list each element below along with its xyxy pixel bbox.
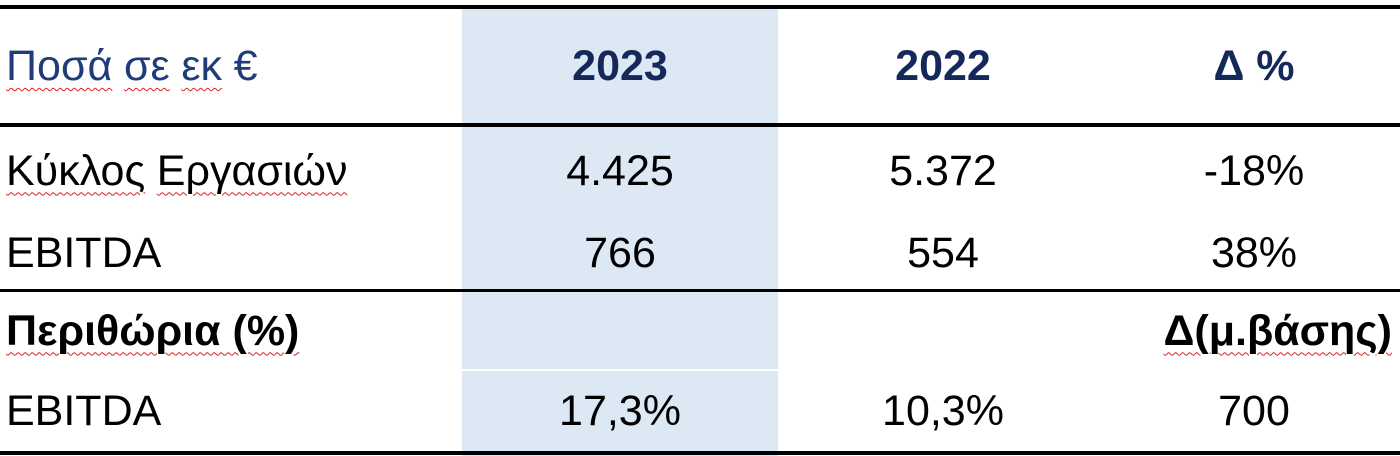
basis-points-header-cell: Δ(μ.βάσης)	[1108, 292, 1400, 370]
row-value-2022: 10,3%	[882, 387, 1004, 435]
header-bottom-rule	[0, 123, 1400, 127]
row-value-delta: 700	[1218, 387, 1290, 435]
row-label-cell: Κύκλος Εργασιών	[0, 125, 462, 217]
header-label-word: €	[233, 42, 258, 90]
row-gap-line	[0, 369, 1400, 371]
section-label-text: Περιθώρια (%)	[6, 306, 300, 355]
header-label-word: Ποσά	[6, 42, 113, 90]
header-label-cell: Ποσά σε εκ €	[0, 8, 462, 125]
header-year-2022: 2022	[895, 42, 991, 90]
row-value-2023: 4.425	[566, 146, 674, 195]
row-value-2023: 17,3%	[559, 387, 681, 435]
header-label-word: σε	[123, 42, 170, 90]
header-label-word: εκ	[181, 42, 222, 90]
row-label-cell: EBITDA	[6, 387, 162, 435]
table-row: Κύκλος Εργασιών 4.425 5.372 -18%	[0, 125, 1400, 217]
row-label-word: Κύκλος	[6, 146, 146, 195]
table-row: EBITDA 766 554 38%	[0, 217, 1400, 290]
row-value-2023: 766	[584, 229, 656, 277]
row-label-cell: EBITDA	[6, 229, 162, 277]
table-row: EBITDA 17,3% 10,3% 700	[0, 370, 1400, 453]
highlight-column-2023	[462, 8, 778, 456]
header-year-2023: 2023	[572, 42, 668, 90]
section-label-cell: Περιθώρια (%)	[0, 292, 462, 370]
row-value-2022	[778, 292, 1108, 370]
table-header-row: Ποσά σε εκ € 2023 2022 Δ %	[0, 8, 1400, 125]
row-value-2022: 5.372	[889, 146, 997, 195]
row-value-delta: 38%	[1210, 229, 1298, 277]
section-separator-rule	[0, 289, 1400, 292]
section-header-row: Περιθώρια (%) Δ(μ.βάσης)	[0, 292, 1400, 370]
header-delta-percent: Δ %	[1213, 42, 1295, 90]
table-top-rule	[0, 5, 1400, 9]
row-value-delta: -18%	[1203, 146, 1305, 195]
basis-points-header-text: Δ(μ.βάσης)	[1163, 306, 1392, 355]
row-value-2022: 554	[907, 229, 979, 277]
row-value-2023	[462, 292, 778, 370]
table-bottom-rule	[0, 451, 1400, 455]
row-label-word: Εργασιών	[156, 146, 348, 195]
